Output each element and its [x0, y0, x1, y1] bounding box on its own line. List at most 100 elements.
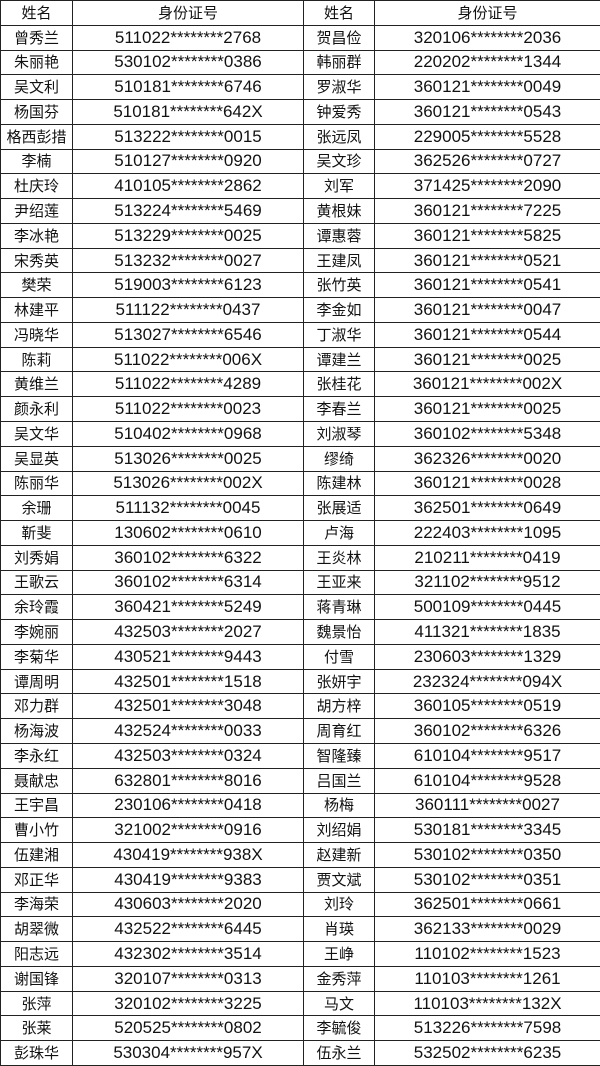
- cell-name-right: 王炎林: [304, 545, 375, 570]
- cell-name-right: 刘军: [304, 174, 375, 199]
- cell-id-left: 432522********6445: [73, 917, 304, 942]
- cell-id-left: 510181********6746: [73, 75, 304, 100]
- cell-name-left: 聂献忠: [1, 768, 73, 793]
- cell-id-right: 371425********2090: [375, 174, 600, 199]
- cell-name-left: 邓力群: [1, 694, 73, 719]
- cell-id-left: 432501********3048: [73, 694, 304, 719]
- cell-id-right: 110103********132X: [375, 991, 600, 1016]
- cell-name-right: 王亚来: [304, 570, 375, 595]
- cell-id-right: 360121********0025: [375, 397, 600, 422]
- cell-id-left: 410105********2862: [73, 174, 304, 199]
- cell-id-left: 432503********0324: [73, 743, 304, 768]
- cell-name-left: 林建平: [1, 298, 73, 323]
- cell-id-left: 513026********0025: [73, 446, 304, 471]
- cell-id-right: 411321********1835: [375, 620, 600, 645]
- cell-name-left: 张莱: [1, 1016, 73, 1041]
- cell-name-left: 曹小竹: [1, 818, 73, 843]
- cell-id-right: 610104********9517: [375, 743, 600, 768]
- cell-id-left: 430603********2020: [73, 892, 304, 917]
- cell-id-left: 520525********0802: [73, 1016, 304, 1041]
- cell-id-right: 530181********3345: [375, 818, 600, 843]
- cell-name-left: 阳志远: [1, 942, 73, 967]
- cell-id-left: 230106********0418: [73, 793, 304, 818]
- cell-name-left: 吴显英: [1, 446, 73, 471]
- cell-name-right: 刘玲: [304, 892, 375, 917]
- cell-name-right: 刘绍娟: [304, 818, 375, 843]
- cell-name-right: 吕国兰: [304, 768, 375, 793]
- cell-id-left: 360102********6322: [73, 545, 304, 570]
- cell-name-right: 张展适: [304, 496, 375, 521]
- cell-name-left: 宋秀英: [1, 248, 73, 273]
- cell-id-left: 430419********938X: [73, 843, 304, 868]
- cell-name-right: 金秀萍: [304, 966, 375, 991]
- cell-id-left: 321002********0916: [73, 818, 304, 843]
- cell-name-right: 贺昌俭: [304, 25, 375, 50]
- cell-name-right: 谭惠蓉: [304, 223, 375, 248]
- header-name-left: 姓名: [1, 1, 73, 26]
- cell-id-right: 360121********0521: [375, 248, 600, 273]
- cell-name-left: 陈丽华: [1, 471, 73, 496]
- cell-name-right: 陈建林: [304, 471, 375, 496]
- cell-id-right: 362501********0661: [375, 892, 600, 917]
- cell-id-right: 610104********9528: [375, 768, 600, 793]
- cell-name-right: 王峥: [304, 942, 375, 967]
- cell-name-left: 杜庆玲: [1, 174, 73, 199]
- cell-id-right: 230603********1329: [375, 644, 600, 669]
- cell-name-right: 李毓俊: [304, 1016, 375, 1041]
- cell-name-left: 陈莉: [1, 347, 73, 372]
- cell-name-left: 王歌云: [1, 570, 73, 595]
- cell-id-left: 320102********3225: [73, 991, 304, 1016]
- cell-name-left: 张萍: [1, 991, 73, 1016]
- cell-name-left: 杨海波: [1, 719, 73, 744]
- cell-name-right: 杨梅: [304, 793, 375, 818]
- cell-name-left: 靳斐: [1, 521, 73, 546]
- cell-id-right: 513226********7598: [375, 1016, 600, 1041]
- cell-name-left: 李楠: [1, 149, 73, 174]
- cell-id-right: 360111********0027: [375, 793, 600, 818]
- cell-name-right: 罗淑华: [304, 75, 375, 100]
- cell-name-left: 颜永利: [1, 397, 73, 422]
- cell-name-right: 胡方梓: [304, 694, 375, 719]
- cell-id-left: 510181********642X: [73, 100, 304, 125]
- cell-id-left: 510402********0968: [73, 422, 304, 447]
- cell-id-right: 220202********1344: [375, 50, 600, 75]
- cell-id-left: 632801********8016: [73, 768, 304, 793]
- cell-name-left: 伍建湘: [1, 843, 73, 868]
- cell-name-right: 缪绮: [304, 446, 375, 471]
- cell-name-right: 李春兰: [304, 397, 375, 422]
- cell-id-left: 360421********5249: [73, 595, 304, 620]
- cell-id-right: 360102********5348: [375, 422, 600, 447]
- cell-name-right: 谭建兰: [304, 347, 375, 372]
- cell-id-right: 530102********0351: [375, 867, 600, 892]
- cell-id-left: 511122********0437: [73, 298, 304, 323]
- cell-name-left: 格西彭措: [1, 124, 73, 149]
- cell-id-left: 511022********4289: [73, 372, 304, 397]
- cell-id-right: 362501********0649: [375, 496, 600, 521]
- header-id-right: 身份证号: [375, 1, 600, 26]
- cell-name-right: 丁淑华: [304, 322, 375, 347]
- cell-id-left: 510127********0920: [73, 149, 304, 174]
- cell-name-left: 谢国锋: [1, 966, 73, 991]
- cell-name-left: 黄维兰: [1, 372, 73, 397]
- cell-id-right: 360121********002X: [375, 372, 600, 397]
- header-row: 姓名 身份证号 姓名 身份证号: [1, 1, 600, 26]
- cell-name-left: 李菊华: [1, 644, 73, 669]
